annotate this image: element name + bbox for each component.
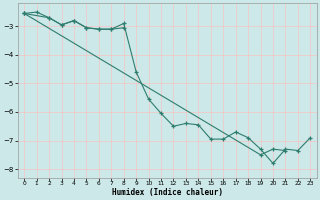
X-axis label: Humidex (Indice chaleur): Humidex (Indice chaleur) [112, 188, 223, 197]
